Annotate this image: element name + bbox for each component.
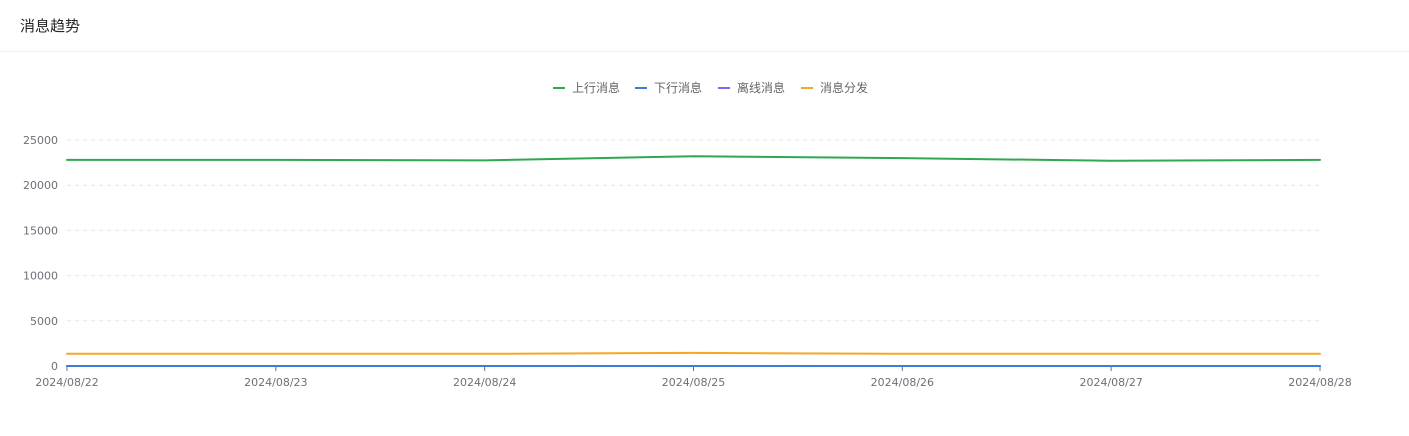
y-tick-label: 5000 (30, 315, 58, 328)
axis-layer: 0 5000 10000 15000 20000 25000 2024/08/22 2024/… (23, 134, 1352, 389)
x-tick-label: 2024/08/28 (1288, 376, 1351, 389)
card-header: 消息趋势 (0, 0, 1409, 52)
x-tick-label: 2024/08/26 (871, 376, 934, 389)
legend-item[interactable]: 上行消息 (553, 80, 620, 95)
y-tick-label: 20000 (23, 179, 58, 192)
x-tick-label: 2024/08/24 (453, 376, 516, 389)
y-tick-label: 25000 (23, 134, 58, 147)
legend-item[interactable]: 下行消息 (635, 80, 702, 95)
legend-label: 下行消息 (654, 80, 702, 95)
x-tick-label: 2024/08/27 (1079, 376, 1142, 389)
x-tick-label: 2024/08/25 (662, 376, 725, 389)
legend-label: 上行消息 (572, 80, 620, 95)
grid-layer (67, 139, 1320, 322)
series-layer (66, 155, 1321, 367)
series-line-4[interactable] (66, 351, 1321, 355)
line-chart: 0 5000 10000 15000 20000 25000 2024/08/22 2024/… (23, 80, 1352, 389)
chart-container: 0 5000 10000 15000 20000 25000 2024/08/22 2024/… (0, 53, 1409, 436)
y-tick-label: 10000 (23, 270, 58, 283)
x-tick-label: 2024/08/23 (244, 376, 307, 389)
x-tick-label: 2024/08/22 (35, 376, 98, 389)
y-tick-label: 15000 (23, 224, 58, 237)
legend[interactable]: 上行消息 下行消息 离线消息 消息分发 (553, 80, 868, 95)
series-line-1[interactable] (66, 155, 1321, 162)
y-tick-label: 0 (51, 360, 58, 373)
legend-item[interactable]: 消息分发 (801, 80, 868, 95)
legend-label: 消息分发 (820, 80, 868, 95)
legend-item[interactable]: 离线消息 (718, 80, 785, 95)
legend-label: 离线消息 (737, 80, 785, 95)
card-title: 消息趋势 (20, 17, 81, 35)
